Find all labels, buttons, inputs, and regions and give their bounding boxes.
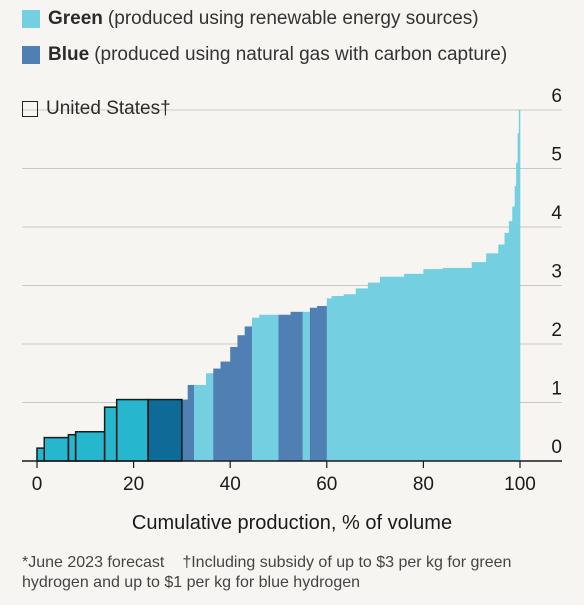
- bar-green-34: [498, 244, 505, 461]
- footnote-forecast: *June 2023 forecast: [22, 554, 165, 571]
- bar-green-24: [331, 296, 345, 461]
- bar-green-17: [259, 314, 279, 461]
- y-tick-label-3: 3: [551, 262, 562, 283]
- bar-blue-us-6: [148, 399, 183, 461]
- bar-green-16: [251, 317, 260, 461]
- bar-green-25: [343, 294, 357, 461]
- bar-green-10: [206, 373, 214, 461]
- bar-green-20: [302, 311, 311, 461]
- bar-green-23: [326, 298, 332, 461]
- bar-green-32: [471, 262, 487, 461]
- bar-green-38: [514, 186, 517, 462]
- bar-green-28: [379, 276, 405, 461]
- bar-green-us-5: [116, 399, 149, 461]
- bar-green-27: [367, 282, 381, 461]
- x-tick-label-0: 0: [32, 474, 43, 495]
- x-tick-label-20: 20: [123, 474, 144, 495]
- bar-green-33: [486, 253, 499, 461]
- bar-green-29: [404, 273, 424, 461]
- bar-green-35: [504, 232, 510, 461]
- bar-green-9: [193, 384, 207, 461]
- x-tick-label-40: 40: [220, 474, 241, 495]
- bar-blue-11: [213, 368, 221, 461]
- bar-blue-22: [317, 305, 328, 461]
- y-tick-labels: 0 1 2 3 4 5 6: [551, 86, 562, 458]
- legend-green: Green (produced using renewable energy s…: [22, 6, 479, 32]
- green-swatch-icon: [22, 10, 40, 28]
- legend-blue: Blue (produced using natural gas with ca…: [22, 42, 507, 68]
- bar-green-40: [517, 133, 520, 461]
- bar-green-us-3: [75, 431, 105, 461]
- bar-green-us-1: [44, 437, 69, 461]
- legend-green-name: Green: [48, 8, 103, 29]
- x-axis-label: Cumulative production, % of volume: [131, 512, 453, 534]
- bar-green-36: [508, 221, 513, 461]
- y-tick-label-2: 2: [551, 320, 562, 341]
- bar-blue-18: [278, 314, 291, 461]
- bar-blue-14: [237, 335, 245, 461]
- x-tick-label-100: 100: [504, 474, 536, 495]
- y-tick-label-6: 6: [551, 86, 562, 107]
- bar-green-39: [516, 162, 518, 461]
- legend-us-name: United States†: [46, 98, 171, 119]
- bar-green-31: [442, 267, 472, 461]
- x-tick-label-80: 80: [413, 474, 434, 495]
- bar-blue-15: [244, 326, 253, 461]
- bar-green-41: [518, 110, 521, 461]
- bar-green-us-2: [68, 434, 76, 461]
- legend-us: United States†: [22, 96, 176, 122]
- bars: [37, 110, 521, 462]
- bar-green-30: [423, 269, 444, 461]
- y-tick-label-5: 5: [551, 145, 562, 166]
- x-tick-label-60: 60: [316, 474, 337, 495]
- legend-blue-name: Blue: [48, 44, 90, 65]
- bar-blue-12: [220, 361, 231, 461]
- bar-blue-21: [309, 307, 318, 461]
- y-tick-label-4: 4: [551, 203, 562, 224]
- bar-green-26: [355, 288, 369, 461]
- bar-green-us-4: [104, 407, 117, 461]
- x-axis: 0 20 40 60 80 100: [22, 460, 562, 495]
- legend-green-desc: (produced using renewable energy sources…: [107, 8, 479, 29]
- blue-swatch-icon: [22, 46, 40, 64]
- footnote: *June 2023 forecast †Including subsidy of…: [22, 553, 572, 593]
- y-tick-label-1: 1: [551, 379, 562, 400]
- bar-blue-13: [230, 346, 238, 461]
- bar-green-us-0: [37, 448, 45, 461]
- y-tick-label-0: 0: [551, 437, 562, 458]
- outline-square-icon: [22, 101, 38, 117]
- bar-green-37: [512, 206, 515, 461]
- footnote-subsidy: †Including subsidy of up to $3 per kg fo…: [22, 554, 512, 591]
- bar-blue-19: [290, 311, 303, 461]
- bar-blue-8: [187, 384, 195, 461]
- legend-blue-desc: (produced using natural gas with carbon …: [94, 44, 508, 65]
- bar-blue-7: [181, 399, 188, 461]
